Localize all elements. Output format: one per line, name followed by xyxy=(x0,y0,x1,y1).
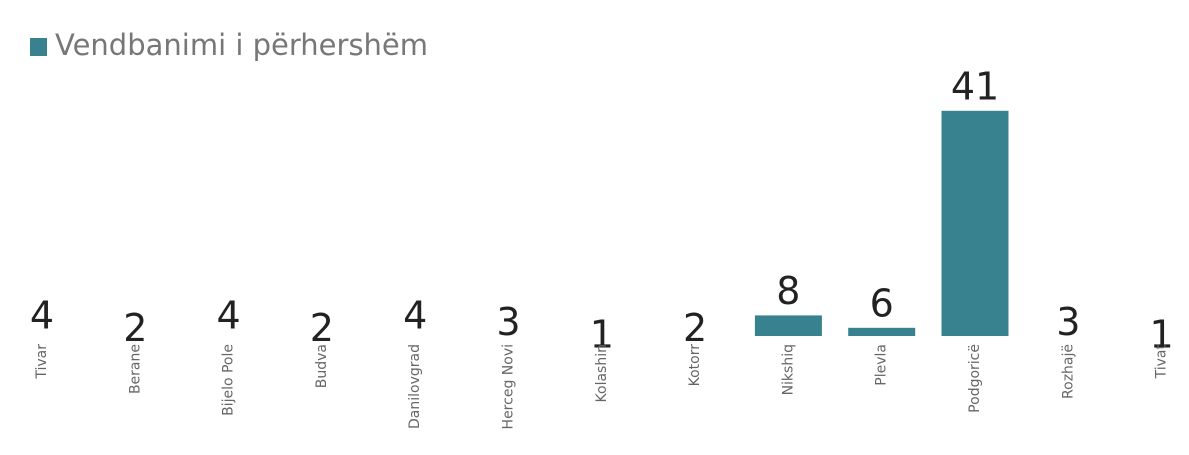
x-tick-label: Bijelo Pole xyxy=(221,344,237,416)
data-label: 2 xyxy=(310,306,334,350)
data-label: 2 xyxy=(123,306,147,350)
x-tick-label: Danilovgrad xyxy=(407,344,423,429)
legend-swatch xyxy=(30,38,47,56)
x-tick-label: Podgoricë xyxy=(967,344,983,413)
x-tick-label: Nikshiq xyxy=(780,344,796,395)
bar xyxy=(848,327,916,336)
bar xyxy=(754,315,822,336)
x-tick-label: Rozhajë xyxy=(1060,344,1076,399)
data-label: 3 xyxy=(1056,300,1080,344)
legend-label: Vendbanimi i përhershëm xyxy=(55,28,428,62)
data-label: 4 xyxy=(217,294,241,338)
data-label: 4 xyxy=(403,294,427,338)
data-label: 1 xyxy=(1150,312,1174,356)
data-label: 4 xyxy=(30,294,54,338)
bar xyxy=(941,110,1009,336)
data-label: 41 xyxy=(951,64,999,108)
x-tick-label: Tivar xyxy=(34,344,50,380)
x-tick-label: Herceg Novi xyxy=(501,344,517,429)
data-label: 1 xyxy=(590,312,614,356)
x-tick-label: Tivat xyxy=(1154,344,1170,380)
x-tick-label: Kotorr xyxy=(687,344,703,387)
x-tick-label: Berane xyxy=(127,344,143,394)
x-tick-label: Plevla xyxy=(874,344,890,386)
data-label: 2 xyxy=(683,306,707,350)
data-label: 8 xyxy=(776,269,800,313)
x-tick-label: Kolashin xyxy=(594,344,610,402)
x-tick-label: Budva xyxy=(314,344,330,388)
data-label: 3 xyxy=(496,300,520,344)
data-label: 6 xyxy=(870,281,894,325)
